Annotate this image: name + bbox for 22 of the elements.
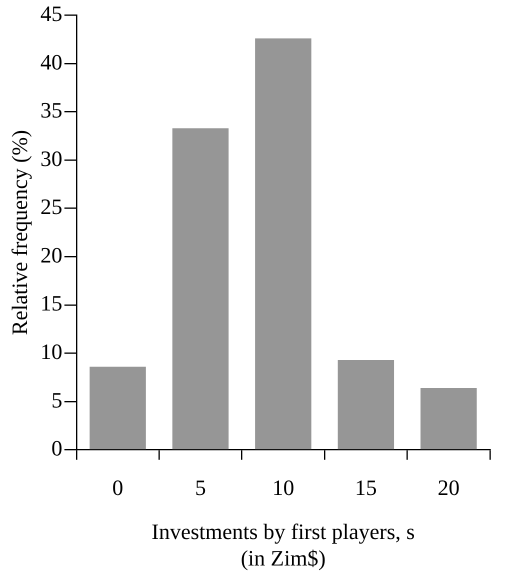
y-tick-label: 5 <box>51 387 62 412</box>
y-tick-label: 25 <box>40 194 62 220</box>
x-tick-label: 0 <box>112 474 124 500</box>
y-tick-label: 0 <box>51 436 62 461</box>
y-tick-label: 40 <box>40 49 62 74</box>
x-tick-label: 20 <box>438 474 460 500</box>
bar <box>172 128 229 450</box>
y-tick-label: 35 <box>40 98 62 123</box>
bar <box>420 388 477 450</box>
y-tick-label: 30 <box>40 146 62 171</box>
y-axis-title: Relative frequency (%) <box>6 130 32 336</box>
y-tick-label: 10 <box>40 339 62 364</box>
y-tick-label: 20 <box>40 242 62 268</box>
x-tick-label: 5 <box>194 474 206 500</box>
bar <box>255 38 312 450</box>
x-tick-label: 10 <box>272 474 294 500</box>
x-tick-label: 15 <box>354 474 377 500</box>
bar <box>338 360 394 450</box>
x-axis-title: Investments by first players, s (in Zim$) <box>152 519 415 571</box>
bar <box>90 366 146 450</box>
y-tick-label: 15 <box>40 290 62 316</box>
y-tick-label: 45 <box>40 0 62 26</box>
